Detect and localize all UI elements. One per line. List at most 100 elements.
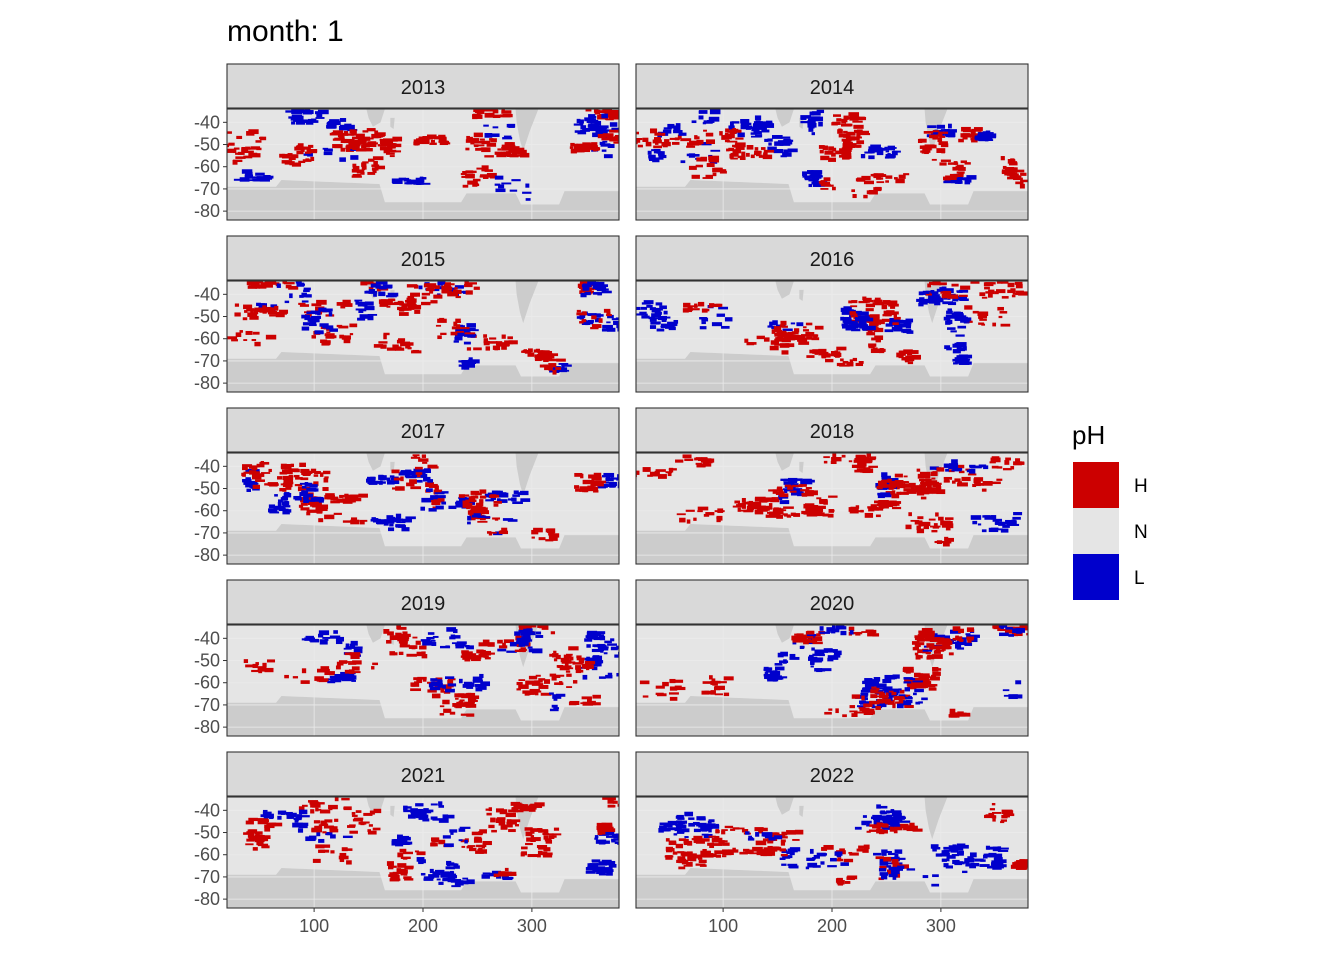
ph-low-cell bbox=[456, 641, 467, 645]
ph-high-cell bbox=[548, 535, 554, 540]
ph-high-cell bbox=[548, 363, 557, 368]
y-tick-label: -40 bbox=[194, 112, 220, 132]
ph-low-cell bbox=[693, 828, 701, 833]
ph-low-cell bbox=[971, 465, 982, 469]
ph-low-cell bbox=[303, 287, 311, 291]
ph-low-cell bbox=[451, 642, 459, 645]
ph-high-cell bbox=[447, 679, 454, 685]
ph-low-cell bbox=[622, 312, 626, 317]
ph-high-cell bbox=[764, 497, 776, 502]
ph-low-cell bbox=[1003, 694, 1011, 697]
ph-high-cell bbox=[595, 480, 607, 484]
ph-low-cell bbox=[448, 505, 457, 510]
ph-high-cell bbox=[523, 625, 533, 628]
landmass bbox=[799, 289, 804, 301]
ph-low-cell bbox=[696, 822, 700, 827]
ph-high-cell bbox=[361, 821, 370, 824]
ph-low-cell bbox=[296, 814, 303, 819]
ph-low-cell bbox=[617, 477, 619, 480]
ph-low-cell bbox=[1032, 625, 1043, 628]
ph-high-cell bbox=[415, 472, 423, 475]
ph-high-cell bbox=[400, 476, 404, 482]
ph-low-cell bbox=[509, 189, 518, 192]
ph-low-cell bbox=[389, 523, 394, 527]
ph-low-cell bbox=[961, 861, 970, 864]
ph-high-cell bbox=[361, 166, 366, 171]
ph-high-cell bbox=[868, 189, 878, 195]
ph-high-cell bbox=[597, 831, 603, 836]
ph-low-cell bbox=[301, 485, 307, 489]
ph-low-cell bbox=[596, 866, 606, 871]
ph-low-cell bbox=[502, 518, 514, 521]
ph-high-cell bbox=[254, 834, 265, 838]
ph-high-cell bbox=[705, 174, 714, 179]
ph-low-cell bbox=[306, 294, 312, 298]
ph-high-cell bbox=[899, 689, 905, 694]
ph-high-cell bbox=[553, 658, 558, 662]
ph-high-cell bbox=[550, 631, 556, 635]
ph-high-cell bbox=[851, 189, 856, 193]
ph-low-cell bbox=[780, 478, 789, 481]
ph-low-cell bbox=[940, 853, 948, 857]
ph-high-cell bbox=[243, 339, 248, 342]
ph-high-cell bbox=[959, 294, 968, 297]
ph-low-cell bbox=[326, 125, 337, 129]
ph-high-cell bbox=[393, 477, 402, 481]
ph-low-cell bbox=[674, 829, 680, 832]
ph-high-cell bbox=[300, 507, 310, 511]
ph-low-cell bbox=[709, 109, 721, 115]
ph-high-cell bbox=[1007, 159, 1015, 164]
ph-high-cell bbox=[923, 131, 934, 134]
ph-high-cell bbox=[627, 144, 634, 146]
ph-high-cell bbox=[780, 841, 786, 846]
ph-high-cell bbox=[551, 533, 560, 538]
ph-high-cell bbox=[625, 138, 635, 140]
ph-low-cell bbox=[437, 680, 443, 685]
ph-high-cell bbox=[458, 494, 465, 498]
ph-low-cell bbox=[333, 630, 338, 634]
ph-low-cell bbox=[456, 500, 465, 505]
ph-low-cell bbox=[677, 822, 684, 825]
ph-high-cell bbox=[306, 509, 318, 513]
ph-low-cell bbox=[586, 644, 591, 648]
ph-high-cell bbox=[857, 457, 869, 461]
ph-low-cell bbox=[347, 124, 355, 130]
ph-low-cell bbox=[600, 143, 611, 147]
ph-high-cell bbox=[691, 308, 700, 311]
ph-high-cell bbox=[297, 486, 305, 492]
ph-low-cell bbox=[995, 520, 1000, 525]
ph-low-cell bbox=[606, 835, 615, 838]
ph-high-cell bbox=[250, 146, 261, 150]
ph-high-cell bbox=[636, 139, 641, 143]
ph-high-cell bbox=[573, 143, 578, 149]
ph-low-cell bbox=[621, 318, 625, 321]
ph-high-cell bbox=[438, 839, 446, 845]
ph-low-cell bbox=[1015, 627, 1024, 632]
ph-high-cell bbox=[531, 536, 535, 539]
ph-low-cell bbox=[471, 512, 481, 518]
ph-low-cell bbox=[378, 291, 386, 297]
ph-high-cell bbox=[866, 332, 876, 336]
ph-low-cell bbox=[598, 676, 606, 679]
ph-high-cell bbox=[689, 140, 700, 146]
ph-high-cell bbox=[569, 700, 580, 705]
ph-high-cell bbox=[533, 349, 538, 353]
ph-high-cell bbox=[996, 466, 1003, 469]
ph-low-cell bbox=[405, 516, 416, 520]
ph-low-cell bbox=[491, 133, 500, 137]
ph-high-cell bbox=[399, 848, 407, 853]
ph-high-cell bbox=[916, 491, 925, 496]
ph-high-cell bbox=[922, 145, 930, 150]
ph-high-cell bbox=[781, 350, 789, 355]
ph-low-cell bbox=[310, 315, 322, 319]
ph-high-cell bbox=[823, 460, 828, 464]
ph-high-cell bbox=[845, 141, 853, 146]
ph-low-cell bbox=[896, 703, 904, 709]
ph-low-cell bbox=[324, 638, 329, 641]
ph-high-cell bbox=[339, 852, 347, 858]
ph-high-cell bbox=[818, 145, 825, 149]
ph-high-cell bbox=[735, 145, 745, 150]
ph-low-cell bbox=[1032, 690, 1040, 692]
ph-high-cell bbox=[288, 468, 299, 473]
ph-high-cell bbox=[971, 128, 982, 132]
